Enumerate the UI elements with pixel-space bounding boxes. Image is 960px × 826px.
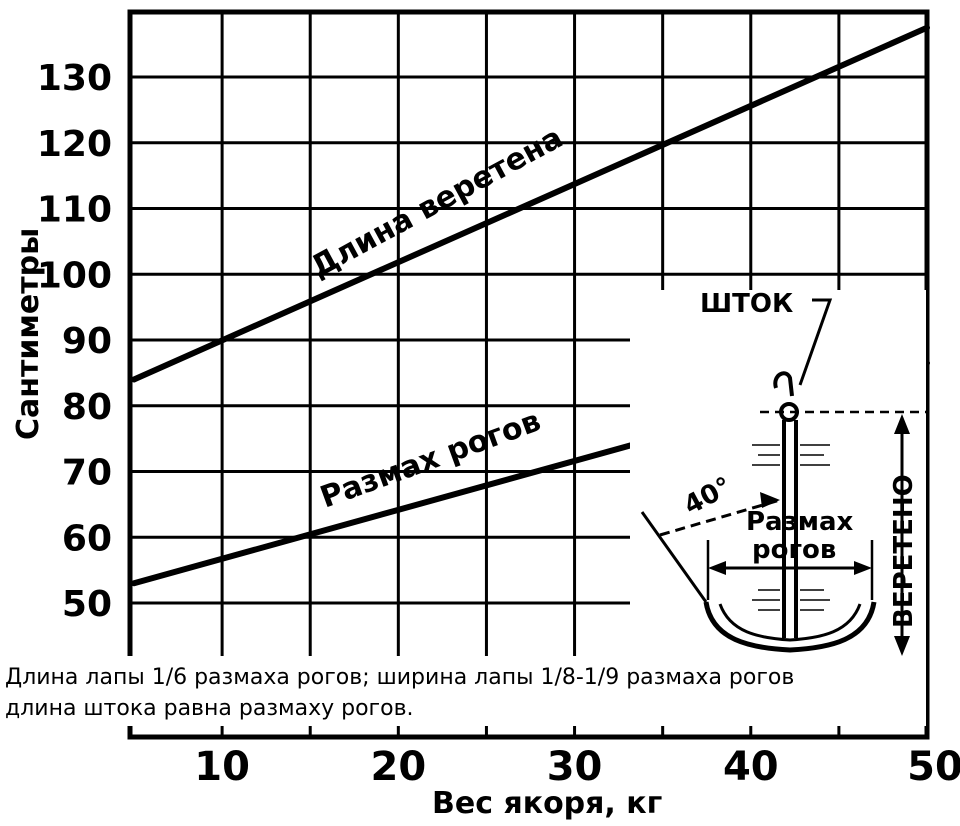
span-arrow-left-icon: [708, 561, 726, 575]
x-tick-label: 30: [547, 744, 603, 790]
inset-span-label-1: Размах: [746, 507, 854, 537]
note-line-1: Длина лапы 1/6 размаха рогов; ширина лап…: [5, 665, 794, 690]
x-axis-title: Вес якоря, кг: [432, 786, 662, 821]
shank-arrow-top-icon: [894, 414, 910, 434]
series-line-shank-length: [131, 24, 930, 383]
inset-shank-label: ВЕРЕТЕНО: [889, 474, 919, 628]
x-tick-label: 40: [723, 744, 779, 790]
y-tick-label: 90: [62, 321, 112, 362]
angle-arm-line: [640, 511, 708, 603]
tick-labels: 50 60 70 80 90 100 110 120 130 10 20 30 40 50: [37, 58, 960, 790]
shank-hatching: [752, 444, 830, 611]
x-tick-label: 50: [907, 744, 960, 790]
span-arrow-right-icon: [854, 561, 872, 575]
y-tick-label: 60: [62, 518, 112, 559]
x-tick-label: 10: [194, 744, 250, 790]
inset-span-label-2: рогов: [752, 535, 836, 565]
y-tick-label: 130: [37, 58, 112, 99]
angle-shank-ref: [659, 498, 781, 537]
notes-mask: [0, 656, 926, 726]
y-tick-label: 70: [62, 453, 112, 494]
stock-pointer: [798, 298, 833, 386]
angle-arrow-icon: [760, 492, 780, 508]
shank-arrow-bottom-icon: [894, 636, 910, 656]
anchor-inset: ШТОК 40° Размах рогов: [630, 289, 926, 668]
y-tick-label: 110: [37, 190, 112, 231]
y-tick-label: 100: [37, 255, 112, 296]
inset-stock-label: ШТОК: [700, 289, 793, 319]
anchor-arms-inner: [718, 603, 862, 642]
y-axis-title: Сантиметры: [11, 228, 46, 440]
y-tick-label: 80: [62, 387, 112, 428]
stock-icon: [773, 371, 794, 397]
y-tick-label: 120: [37, 124, 112, 165]
plot-frame: [127, 9, 930, 740]
inset-mask: [630, 290, 926, 668]
x-tick-label: 20: [370, 744, 426, 790]
note-line-2: длина штока равна размаху рогов.: [5, 696, 414, 721]
anchor-arms-icon: [703, 601, 877, 653]
y-tick-label: 50: [62, 584, 112, 625]
